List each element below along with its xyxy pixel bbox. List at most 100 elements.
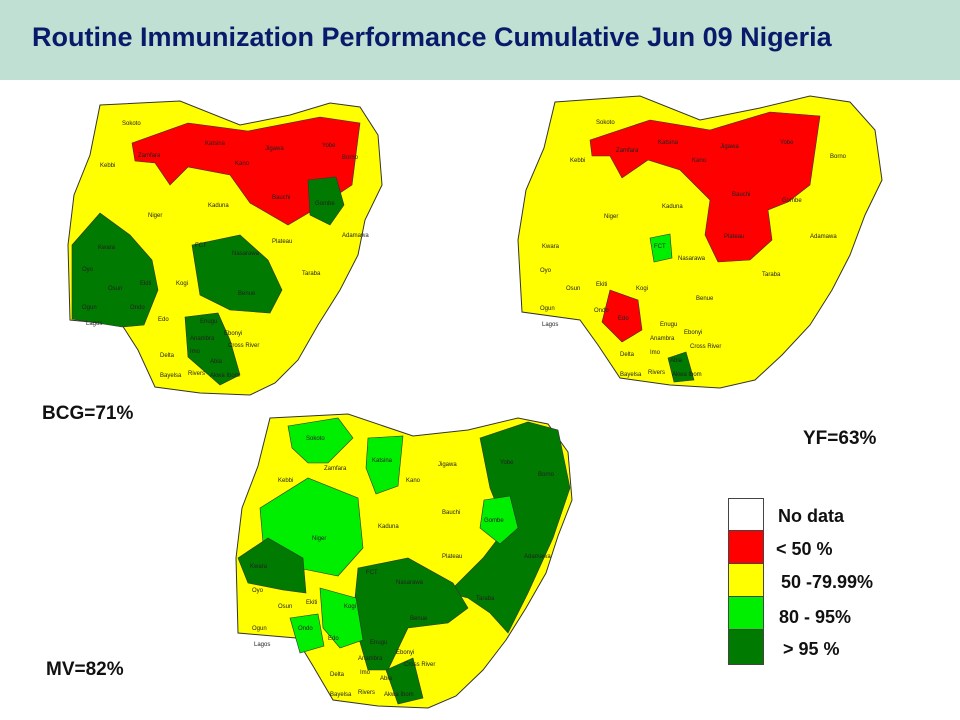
state-label: Edo [618,316,629,322]
region-green-kogi [319,587,364,649]
state-label: Niger [148,213,162,219]
region-red-edo [601,289,643,343]
state-label: Jigawa [265,146,284,152]
state-label: Imo [190,349,201,355]
state-label: Rivers [648,370,665,376]
state-label: Kogi [176,281,188,287]
state-label: Zamfara [138,153,161,159]
map-bcg: Sokoto Zamfara Katsina Kano Jigawa Yobe … [60,95,390,400]
state-label: Yobe [322,143,336,149]
state-label: Bauchi [442,510,460,516]
state-label: Anambra [190,336,215,342]
state-label: Ondo [594,308,609,314]
state-label: Jigawa [438,462,457,468]
state-label: Gombe [315,201,335,207]
state-label: Kwara [542,244,560,250]
state-label: Benue [696,296,714,302]
page-title: Routine Immunization Performance Cumulat… [32,22,832,52]
state-label: Ogun [252,626,267,632]
region-green-gombe [479,495,519,545]
region-green-west [71,212,159,328]
state-label: Bayelsa [330,692,352,698]
state-label: Yobe [780,140,794,146]
state-label: Lagos [542,322,558,328]
state-label: Kaduna [378,524,399,530]
region-darkgreen-central [352,557,469,671]
state-label: FCT [366,570,378,576]
legend-label-gt95: > 95 % [783,639,840,659]
state-label: Nasarawa [232,251,260,257]
state-label: Rivers [188,371,205,377]
state-label: Enugu [200,319,217,325]
state-label-layer: Sokoto Zamfara Katsina Kano Jigawa Yobe … [82,121,369,379]
region-darkgreen-kwara [237,537,307,594]
state-label: Katsina [372,458,393,464]
state-label: Ondo [298,626,313,632]
state-label: Edo [328,636,339,642]
state-label: Rivers [358,690,375,696]
state-label: Kogi [344,604,356,610]
state-label: Borno [830,154,847,160]
legend-swatch-lt50 [728,530,764,566]
map-yf: Sokoto Zamfara Katsina Kano Jigawa Yobe … [510,90,895,390]
state-label: Plateau [442,554,462,560]
state-label: Oyo [540,268,552,274]
mv-coverage-label: MV=82% [46,659,124,680]
state-label: Kano [692,158,707,164]
state-label: Delta [330,672,345,678]
state-label: Kwara [98,245,116,251]
state-label: Ekiti [140,281,151,287]
state-label: Bauchi [732,192,750,198]
state-label: Oyo [252,588,264,594]
legend-label-no-data: No data [778,506,845,526]
region-red-north [131,116,361,226]
state-label: Zamfara [324,466,347,472]
state-label-layer: Sokoto Zamfara Katsina Kano Jigawa Yobe … [540,120,847,378]
state-label: Osun [278,604,292,610]
legend-label-lt50: < 50 % [776,539,833,559]
state-label: Niger [604,214,618,220]
state-label: Yobe [500,460,514,466]
state-label: Osun [108,286,122,292]
state-label: Jigawa [720,144,739,150]
state-label: Borno [342,155,359,161]
state-label: Cross River [690,344,721,350]
state-label: Oyo [82,267,94,273]
state-label: Kaduna [662,204,683,210]
state-label: Borno [538,472,555,478]
state-label: Sokoto [122,121,141,127]
legend-swatch-50-80 [728,563,764,599]
region-green-akwa [667,351,695,383]
state-label: Cross River [404,662,435,668]
state-label: Akwa Ibom [384,692,414,698]
state-label: Kebbi [278,478,293,484]
region-green-central [191,234,283,314]
state-label: Katsina [205,141,226,147]
state-label: Bayelsa [160,373,182,379]
state-label: Lagos [86,321,102,327]
state-label: Kano [235,161,250,167]
state-label: Abia [670,358,683,364]
state-label: Taraba [302,271,321,277]
state-label: Osun [566,286,580,292]
state-label: Delta [620,352,635,358]
state-label: Kwara [250,564,268,570]
state-label: Ogun [540,306,555,312]
state-label: Bauchi [272,195,290,201]
legend-label-80-95: 80 - 95% [779,607,852,627]
state-label: Edo [158,317,169,323]
state-label: Imo [650,350,661,356]
state-label: Plateau [724,234,744,240]
state-label: Lagos [254,642,270,648]
state-label: Delta [160,353,175,359]
yf-coverage-label: YF=63% [803,428,877,449]
state-label: Adamawa [524,554,551,560]
state-label: Plateau [272,239,292,245]
state-label: Taraba [476,596,495,602]
state-label: Enugu [370,640,387,646]
state-label: FCT [195,243,207,249]
state-label: Imo [360,670,371,676]
state-label: Enugu [660,322,677,328]
state-label: Zamfara [616,148,639,154]
state-label: Kaduna [208,203,229,209]
